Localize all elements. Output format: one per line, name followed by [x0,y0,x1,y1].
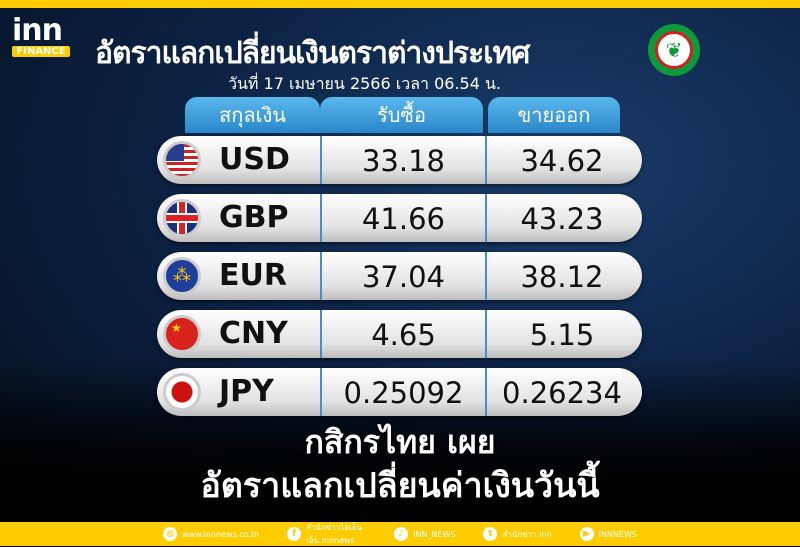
footer-label: สำนักข่าว inn [502,529,552,539]
footer-twitter[interactable]: t สำนักข่าว inn [483,527,552,541]
table-row: GBP 41.66 43.23 [157,194,642,242]
sell-rate: 43.23 [520,202,604,236]
sell-rate: 38.12 [520,260,604,294]
currency-code: EUR [219,258,287,293]
buy-rate: 37.04 [361,260,446,294]
footer-youtube[interactable]: ▶ INNNEWS [579,527,637,541]
currency-code: GBP [219,200,289,235]
date-time: วันที่ 17 เมษายน 2566 เวลา 06.54 น. [228,74,501,93]
table-row: JPY 0.25092 0.26234 [157,368,642,416]
inn-finance-logo: inn FINANCE [12,13,72,57]
sell-rate: 34.62 [520,144,604,178]
headline-line-1: กสิกรไทย เผย [304,423,496,461]
buy-rate: 41.66 [361,202,446,236]
facebook-icon: f [287,527,302,541]
footer-facebook[interactable]: f สำนักข่าวไอเอ็นเอ็น innnews [287,521,366,547]
tiktok-icon: ♪ [394,527,409,541]
footer-label: INN_NEWS [413,529,456,539]
logo-subtext: FINANCE [12,46,70,57]
currency-code: CNY [219,316,288,351]
column-header-buy: รับซื้อ [320,97,483,133]
footer-label: สำนักข่าวไอเอ็นเอ็น innnews [306,523,363,545]
table-row: ★ CNY 4.65 5.15 [157,310,642,358]
twitter-icon: t [483,527,498,541]
buy-rate: 4.65 [371,318,436,352]
currency-code: JPY [219,374,274,409]
japan-flag-icon [163,373,201,411]
footer-website[interactable]: ◍ www.innnews.co.th [163,527,259,541]
youtube-icon: ▶ [579,527,594,541]
buy-rate: 33.18 [361,144,446,178]
sell-rate: 0.26234 [502,376,622,410]
footer-tiktok[interactable]: ♪ INN_NEWS [394,527,455,541]
logo-text: inn [12,13,63,48]
sell-rate: 5.15 [529,318,595,352]
uk-flag-icon [163,199,201,237]
buy-rate: 0.25092 [343,376,464,410]
top-accent-bar [0,0,800,8]
page-title: อัตราแลกเปลี่ยนเงินตราต่างประเทศ [95,36,530,71]
table-row: ⁂ EUR 37.04 38.12 [157,252,642,300]
column-header-currency: สกุลเงิน [185,97,320,133]
us-flag-icon [163,141,201,179]
table-row: USD 33.18 34.62 [157,136,642,184]
china-flag-icon: ★ [163,315,201,353]
column-header-sell: ขายออก [488,97,620,133]
kasikorn-logo-icon: ❦ [648,24,700,76]
headline-line-2: อัตราแลกเปลี่ยนค่าเงินวันนี้ [200,466,600,506]
currency-code: USD [219,142,290,177]
eu-flag-icon: ⁂ [163,257,201,295]
footer-label: www.innnews.co.th [182,529,260,539]
footer-label: INNNEWS [598,529,637,539]
globe-icon: ◍ [163,527,178,541]
footer-bar: ◍ www.innnews.co.th f สำนักข่าวไอเอ็นเอ็น … [0,522,800,546]
